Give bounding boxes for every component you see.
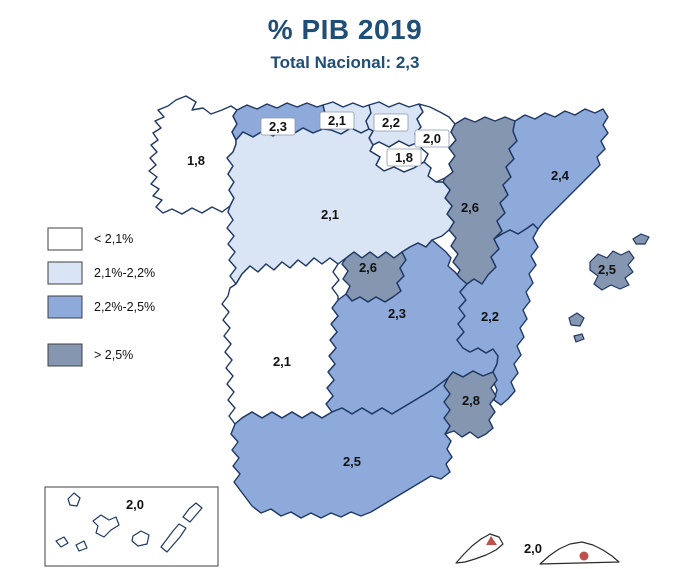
region-galicia — [148, 95, 238, 215]
value-label-aragon: 2,6 — [461, 200, 479, 215]
value-label-castilla-la-mancha: 2,3 — [388, 306, 406, 321]
value-label-comunidad-valenciana: 2,2 — [481, 309, 499, 324]
island-la-palma — [67, 492, 81, 507]
chart-header: % PIB 2019 Total Nacional: 2,3 — [0, 14, 690, 73]
island-gran-canaria — [131, 530, 150, 547]
value-label-navarra: 2,0 — [423, 131, 441, 146]
label-background — [319, 111, 355, 130]
legend-label-gt25: > 2,5% — [94, 348, 133, 362]
legend-swatch-21-22 — [47, 261, 83, 285]
legend-swatch-gt25 — [47, 343, 83, 367]
legend-swatch-lt21 — [47, 227, 83, 251]
legend-label-22-25: 2,2%-2,5% — [94, 300, 155, 314]
value-label-cantabria: 2,1 — [328, 113, 346, 128]
melilla-coast-shape — [539, 541, 620, 565]
canarias-inset-box — [44, 486, 219, 567]
region-comunidad-valenciana — [456, 223, 539, 406]
ceuta-melilla-sketch: 2,0 — [455, 533, 620, 565]
region-extremadura — [221, 257, 340, 425]
island-tenerife — [92, 514, 120, 538]
label-background — [260, 117, 296, 136]
value-label-pais-vasco: 2,2 — [382, 115, 400, 130]
value-label-canarias: 2,0 — [126, 497, 144, 512]
ceuta-marker-icon — [486, 536, 497, 545]
value-label-madrid: 2,6 — [359, 260, 377, 275]
island-ibiza — [568, 312, 585, 327]
island-formentera — [573, 333, 585, 343]
chart-title: % PIB 2019 — [267, 14, 423, 45]
value-label-cataluna: 2,4 — [551, 168, 570, 183]
value-label-murcia: 2,8 — [462, 393, 480, 408]
island-el-hierro — [55, 536, 69, 548]
value-label-andalucia: 2,5 — [343, 454, 361, 469]
legend-label-lt21: < 2,1% — [94, 232, 133, 246]
legend: < 2,1% 2,1%-2,2% 2,2%-2,5% > 2,5% — [47, 227, 155, 367]
canarias-inset: 2,0 — [44, 486, 219, 567]
value-label-asturias: 2,3 — [269, 119, 287, 134]
legend-swatch-22-25 — [47, 295, 83, 319]
value-label-galicia: 1,8 — [187, 153, 205, 168]
island-fuerteventura — [160, 523, 187, 553]
region-value-labels: 1,8 2,3 2,1 2,2 2,0 1,8 2,6 2,4 2,1 2,6 … — [187, 111, 616, 469]
island-la-gomera — [75, 540, 88, 552]
ceuta-coast-shape — [455, 533, 504, 564]
city-markers — [486, 536, 589, 561]
regions — [148, 95, 609, 519]
value-label-castilla-y-leon: 2,1 — [321, 207, 339, 222]
island-mallorca — [589, 250, 635, 291]
legend-label-21-22: 2,1%-2,2% — [94, 266, 155, 280]
canarias-islands — [55, 492, 203, 553]
value-label-ceuta-melilla: 2,0 — [524, 541, 542, 556]
region-cataluna — [493, 108, 609, 240]
balearic-islands — [568, 233, 650, 343]
melilla-marker-icon — [579, 551, 589, 561]
value-label-extremadura: 2,1 — [273, 354, 291, 369]
island-lanzarote — [182, 502, 203, 523]
label-background — [386, 148, 422, 167]
value-label-la-rioja: 1,8 — [395, 150, 413, 165]
label-background — [414, 129, 450, 148]
value-label-baleares: 2,5 — [598, 262, 616, 277]
region-andalucia — [230, 377, 453, 519]
island-menorca — [632, 233, 650, 245]
chart-subtitle: Total Nacional: 2,3 — [270, 53, 420, 72]
label-background — [373, 113, 409, 132]
